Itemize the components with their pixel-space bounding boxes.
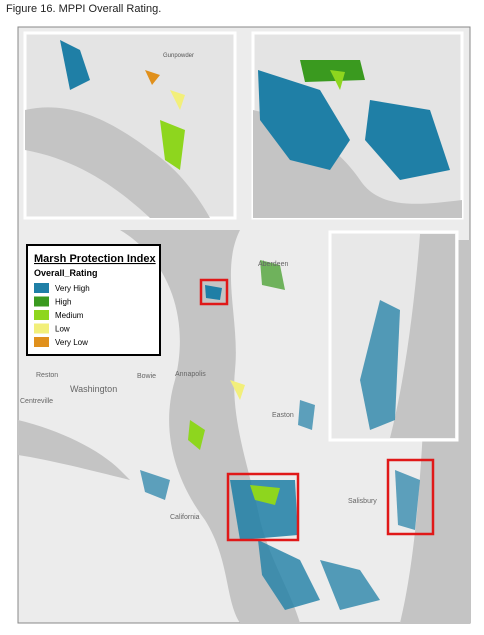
- marsh-patch: [258, 70, 350, 170]
- water: [25, 107, 210, 218]
- place-label: Aberdeen: [258, 261, 288, 268]
- marsh-patch: [360, 300, 400, 430]
- marsh-patch: [330, 70, 345, 90]
- legend-label: Medium: [55, 311, 84, 320]
- place-label: Easton: [272, 412, 294, 419]
- marsh-patch: [160, 120, 185, 170]
- marsh-patches: [140, 260, 420, 610]
- place-label: Salisbury: [348, 498, 377, 505]
- legend-subtitle: Overall_Rating: [34, 268, 98, 278]
- legend-label: Very Low: [55, 338, 88, 347]
- legend-swatch: [34, 283, 49, 293]
- place-label: Washington: [70, 384, 117, 394]
- legend: Marsh Protection Index Overall_Rating Ve…: [26, 244, 161, 356]
- place-label: Reston: [36, 372, 58, 379]
- ocean: [390, 234, 455, 438]
- figure-caption: Figure 16. MPPI Overall Rating.: [6, 3, 162, 15]
- legend-box: [26, 244, 161, 356]
- legend-label: Very High: [55, 284, 90, 293]
- legend-title: Marsh Protection Index: [34, 253, 157, 265]
- highlight-boxes: [199, 278, 435, 542]
- marsh-patch: [60, 40, 90, 90]
- legend-label: Low: [55, 325, 70, 334]
- legend-label: High: [55, 298, 71, 307]
- marsh-patch: [170, 90, 185, 110]
- place-labels: Aberdeen Annapolis Washington Bowie Rest…: [20, 261, 377, 521]
- place-label: Annapolis: [175, 371, 206, 378]
- legend-swatch: [34, 296, 49, 307]
- legend-swatch: [34, 310, 49, 320]
- place-label: Bowie: [137, 373, 156, 380]
- place-label: Centreville: [20, 398, 53, 405]
- marsh-patch: [365, 100, 450, 180]
- river: [18, 420, 130, 480]
- legend-swatch: [34, 323, 49, 334]
- place-label: California: [170, 514, 200, 521]
- marsh-patch: [145, 70, 160, 85]
- place-label: Gunpowder: [163, 53, 194, 59]
- legend-swatch: [34, 337, 49, 347]
